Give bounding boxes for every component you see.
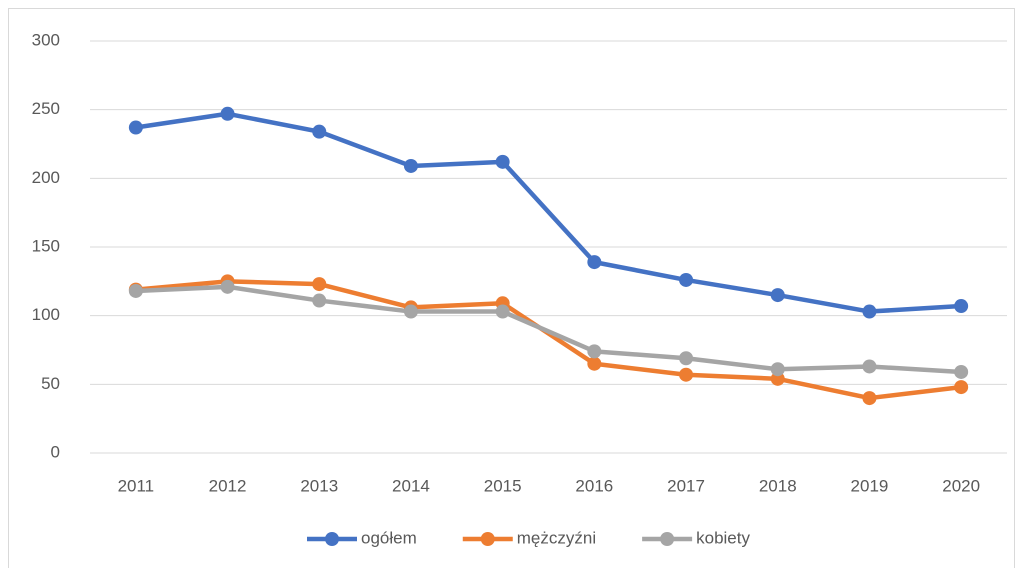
- legend-label: ogółem: [361, 528, 417, 547]
- point-marker: [312, 277, 327, 292]
- x-tick-label: 2019: [851, 476, 889, 495]
- y-tick-label: 100: [32, 305, 60, 324]
- x-tick-label: 2014: [392, 476, 430, 495]
- legend-marker: [660, 532, 675, 546]
- point-marker: [587, 344, 602, 359]
- point-marker: [862, 359, 877, 374]
- point-marker: [312, 293, 327, 308]
- point-marker: [862, 304, 877, 319]
- point-marker: [128, 120, 143, 135]
- y-tick-label: 0: [51, 442, 60, 461]
- point-marker: [954, 380, 969, 395]
- x-tick-label: 2013: [300, 476, 338, 495]
- point-marker: [128, 283, 143, 298]
- point-marker: [770, 362, 785, 377]
- legend-label: kobiety: [696, 528, 750, 547]
- x-tick-label: 2011: [118, 476, 155, 495]
- series-line: [135, 111, 962, 314]
- point-marker: [495, 304, 510, 319]
- point-marker: [862, 391, 877, 406]
- point-marker: [679, 272, 694, 287]
- y-tick-label: 50: [41, 374, 60, 393]
- point-marker: [679, 367, 694, 382]
- point-marker: [220, 106, 235, 121]
- point-marker: [403, 304, 418, 319]
- y-tick-label: 250: [32, 99, 60, 118]
- legend-marker: [480, 532, 495, 546]
- legend-label: mężczyźni: [517, 528, 596, 547]
- x-tick-label: 2016: [575, 476, 613, 495]
- point-marker: [954, 364, 969, 379]
- x-tick-label: 2020: [942, 476, 980, 495]
- series-line: [135, 284, 962, 375]
- point-marker: [770, 288, 785, 303]
- x-tick-label: 2012: [209, 476, 247, 495]
- point-marker: [679, 351, 694, 366]
- x-tick-label: 2015: [484, 476, 522, 495]
- point-marker: [587, 255, 602, 270]
- point-marker: [587, 356, 602, 371]
- legend-marker: [325, 532, 339, 546]
- point-marker: [495, 154, 510, 169]
- x-tick-label: 2018: [759, 476, 797, 495]
- point-marker: [954, 299, 969, 314]
- point-marker: [312, 124, 327, 139]
- y-tick-label: 300: [32, 30, 60, 49]
- point-marker: [220, 279, 235, 294]
- x-tick-label: 2017: [667, 476, 705, 495]
- legend: ogółem mężczyźni kobiety: [307, 528, 750, 547]
- y-tick-label: 150: [32, 236, 60, 255]
- y-tick-label: 200: [32, 168, 60, 187]
- point-marker: [770, 371, 785, 386]
- point-marker: [403, 158, 418, 173]
